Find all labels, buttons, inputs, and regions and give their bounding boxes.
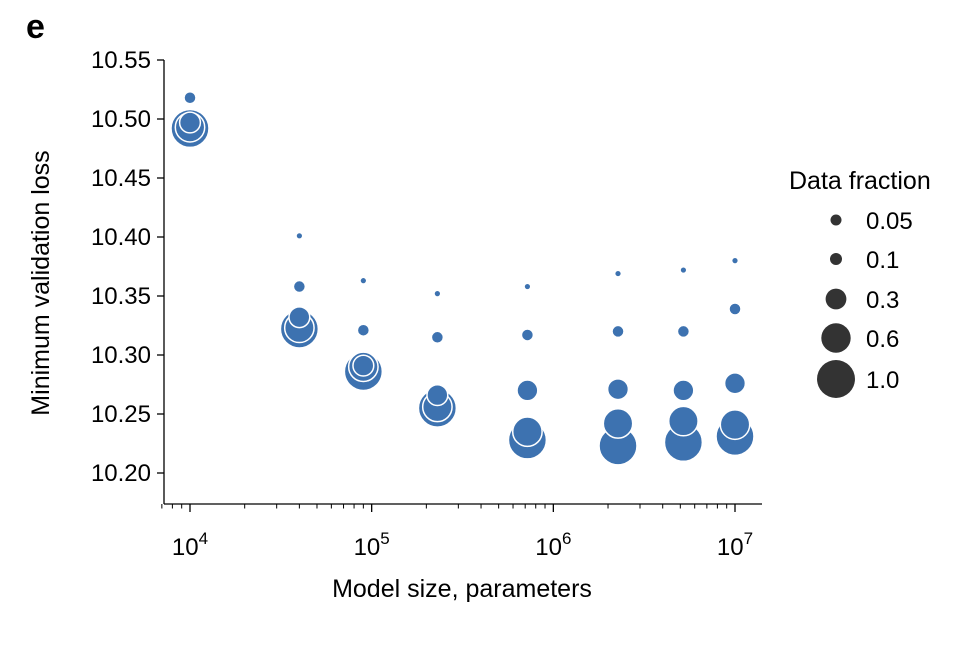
data-point (680, 267, 687, 273)
data-point (356, 323, 371, 337)
data-point (723, 372, 747, 395)
data-point (728, 302, 742, 316)
data-point (732, 258, 738, 264)
x-ticks: 104 105 106 107 (161, 504, 753, 561)
y-tick-label: 10.30 (91, 342, 151, 369)
legend-label: 0.3 (866, 287, 899, 314)
data-point (352, 354, 375, 377)
data-point (611, 324, 625, 339)
y-tick-label: 10.50 (91, 106, 151, 133)
legend-label: 0.1 (866, 247, 899, 274)
legend-title: Data fraction (789, 167, 931, 195)
data-point (430, 330, 445, 345)
legend-marker (830, 253, 842, 265)
data-point (672, 379, 695, 402)
x-tick-label: 105 (354, 529, 390, 561)
data-point (615, 270, 621, 277)
legend-label: 1.0 (866, 367, 899, 394)
x-tick-label: 107 (717, 529, 753, 561)
data-point (606, 378, 630, 401)
y-ticks: 10.20 10.25 10.30 10.35 10.40 10.45 10.50 10.55 (91, 47, 164, 487)
data-point (178, 111, 202, 134)
data-point (602, 407, 634, 439)
legend: Data fraction 0.05 0.1 0.3 0.6 1.0 (789, 167, 931, 398)
data-point (360, 278, 366, 284)
data-point (719, 409, 751, 441)
y-tick-label: 10.20 (91, 460, 151, 487)
data-points (170, 91, 755, 466)
data-point (183, 91, 197, 105)
legend-label: 0.05 (866, 208, 913, 235)
y-tick-label: 10.45 (91, 165, 151, 192)
data-point (516, 379, 539, 402)
data-point (292, 279, 307, 294)
legend-marker (821, 323, 851, 353)
data-point (524, 283, 531, 290)
y-tick-label: 10.55 (91, 47, 151, 74)
legend-marker (825, 288, 847, 310)
panel-label: e (26, 8, 45, 46)
legend-marker (817, 360, 855, 398)
legend-items: 0.05 0.1 0.3 0.6 1.0 (817, 208, 913, 398)
data-point (296, 233, 302, 239)
data-point (434, 291, 440, 297)
x-tick-label: 106 (535, 529, 571, 561)
y-tick-label: 10.25 (91, 401, 151, 428)
y-tick-label: 10.35 (91, 283, 151, 310)
x-tick-label: 104 (172, 529, 208, 561)
data-point (520, 328, 535, 342)
data-point (426, 383, 449, 407)
legend-label: 0.6 (866, 326, 899, 353)
x-axis-label: Model size, parameters (332, 575, 592, 603)
data-point (511, 416, 543, 448)
data-point (667, 405, 699, 437)
legend-marker (830, 214, 842, 226)
y-axis-label: Minimum validation loss (27, 150, 55, 415)
data-point (676, 324, 691, 339)
data-point (288, 306, 311, 329)
y-tick-label: 10.40 (91, 224, 151, 251)
